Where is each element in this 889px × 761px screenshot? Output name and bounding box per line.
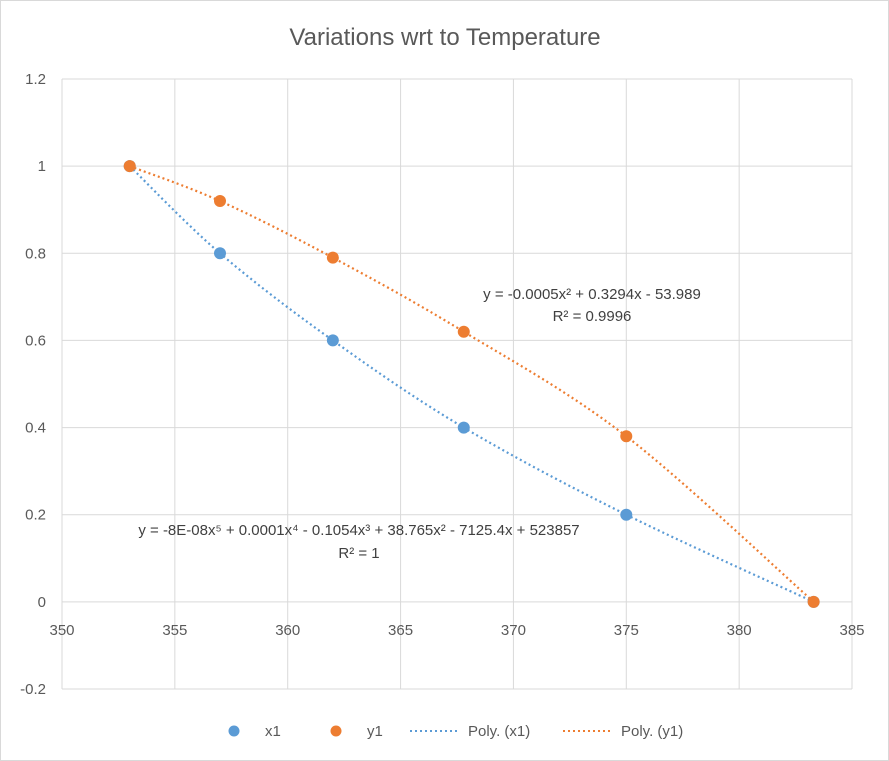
data-point-y1 — [123, 160, 136, 173]
x-tick-label: 355 — [162, 622, 187, 639]
legend-label-x1: x1 — [265, 723, 281, 740]
legend-label-poly-x1: Poly. (x1) — [468, 723, 530, 740]
data-point-x1 — [214, 247, 226, 260]
trendline-r2-x1: R² = 1 — [338, 545, 379, 562]
data-point-y1 — [457, 325, 470, 338]
data-points — [123, 160, 820, 608]
y-tick-label: 0.8 — [25, 245, 46, 262]
legend-marker-x1 — [228, 725, 240, 737]
data-point-y1 — [214, 195, 226, 207]
legend-label-y1: y1 — [367, 723, 383, 740]
y-tick-label: 1 — [38, 158, 46, 175]
trendline-equation-y1: y = -0.0005x² + 0.3294x - 53.989 — [483, 286, 701, 303]
gridlines — [61, 78, 853, 690]
data-point-x1 — [326, 334, 339, 347]
x-tick-label: 380 — [727, 622, 752, 639]
x-tick-label: 350 — [49, 622, 74, 639]
legend-marker-y1 — [330, 725, 342, 737]
legend: x1 y1 Poly. (x1) Poly. (y1) — [228, 723, 683, 740]
chart-title: Variations wrt to Temperature — [289, 24, 600, 51]
data-point-y1 — [326, 251, 339, 264]
y-tick-label: -0.2 — [20, 681, 46, 698]
y-tick-label: 0.2 — [25, 507, 46, 524]
axis-ticks: 350 355 360 365 370 375 380 385 -0.2 0 0.2 0.4 0.6 0.… — [20, 71, 864, 698]
y-tick-label: 0.4 — [25, 420, 46, 437]
x-tick-label: 360 — [275, 622, 300, 639]
trendline-equation-x1: y = -8E-08x⁵ + 0.0001x⁴ - 0.1054x³ + 38.… — [138, 522, 579, 539]
y-tick-label: 0 — [38, 594, 46, 611]
data-point-y1 — [807, 595, 820, 608]
data-point-x1 — [457, 421, 470, 434]
x-tick-label: 385 — [839, 622, 864, 639]
data-point-x1 — [620, 508, 633, 521]
x-tick-label: 370 — [501, 622, 526, 639]
x-tick-label: 365 — [388, 622, 413, 639]
x-tick-label: 375 — [614, 622, 639, 639]
trendline-r2-y1: R² = 0.9996 — [553, 308, 632, 325]
y-tick-label: 0.6 — [25, 332, 46, 349]
data-point-y1 — [620, 430, 633, 443]
legend-label-poly-y1: Poly. (y1) — [621, 723, 683, 740]
y-tick-label: 1.2 — [25, 71, 46, 88]
